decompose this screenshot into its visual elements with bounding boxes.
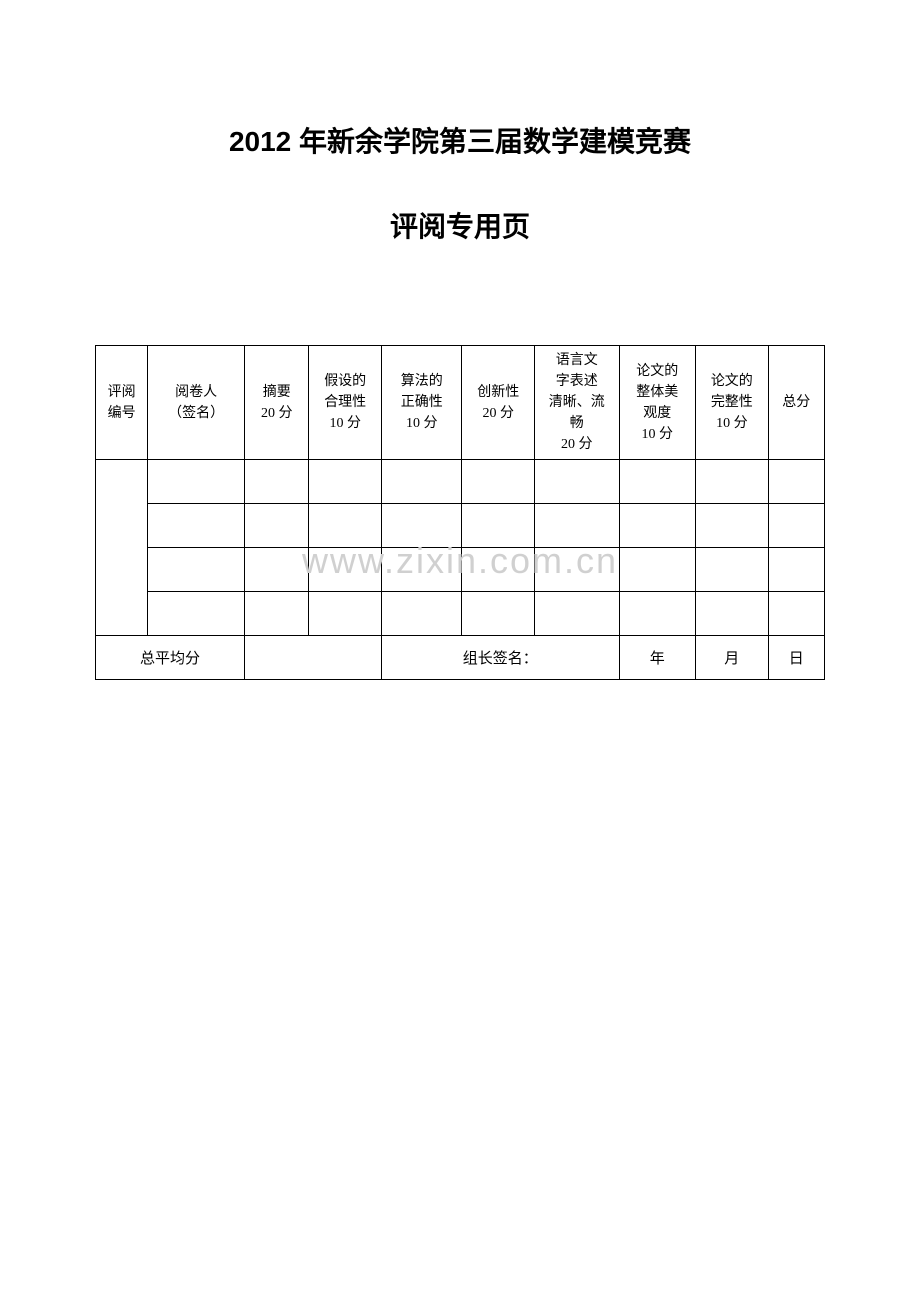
cell — [245, 460, 309, 504]
header-reviewer: 阅卷人（签名） — [148, 346, 245, 460]
cell — [309, 504, 382, 548]
cell — [619, 504, 696, 548]
main-title: 2012 年新余学院第三届数学建模竞赛 — [95, 120, 825, 160]
cell — [245, 504, 309, 548]
cell-review-num — [96, 460, 148, 636]
table-row — [96, 504, 825, 548]
footer-avg-value — [245, 636, 382, 680]
header-clarity: 语言文字表述清晰、流畅20 分 — [534, 346, 619, 460]
cell — [696, 460, 769, 504]
cell — [381, 592, 462, 636]
cell — [534, 592, 619, 636]
cell — [148, 504, 245, 548]
score-table: 评阅编号 阅卷人（签名） 摘要20 分 假设的合理性10 分 算法的正确性10 … — [95, 345, 825, 680]
cell — [148, 592, 245, 636]
footer-year: 年 — [619, 636, 696, 680]
header-review-num: 评阅编号 — [96, 346, 148, 460]
cell — [534, 504, 619, 548]
table-row — [96, 460, 825, 504]
cell — [309, 548, 382, 592]
cell — [768, 548, 824, 592]
sub-title: 评阅专用页 — [95, 205, 825, 245]
cell — [462, 548, 535, 592]
cell — [245, 548, 309, 592]
header-aesthetics: 论文的整体美观度10 分 — [619, 346, 696, 460]
cell — [619, 548, 696, 592]
table-header-row: 评阅编号 阅卷人（签名） 摘要20 分 假设的合理性10 分 算法的正确性10 … — [96, 346, 825, 460]
cell — [696, 504, 769, 548]
header-completeness: 论文的完整性10 分 — [696, 346, 769, 460]
cell — [534, 460, 619, 504]
cell — [619, 460, 696, 504]
cell — [768, 592, 824, 636]
footer-month: 月 — [696, 636, 769, 680]
cell — [462, 592, 535, 636]
cell — [381, 460, 462, 504]
cell — [768, 460, 824, 504]
cell — [381, 548, 462, 592]
cell — [619, 592, 696, 636]
cell — [309, 460, 382, 504]
header-algorithm: 算法的正确性10 分 — [381, 346, 462, 460]
cell — [148, 548, 245, 592]
header-assumption: 假设的合理性10 分 — [309, 346, 382, 460]
header-total: 总分 — [768, 346, 824, 460]
footer-day: 日 — [768, 636, 824, 680]
table-row — [96, 548, 825, 592]
footer-sign-label: 组长签名： — [381, 636, 619, 680]
header-abstract: 摘要20 分 — [245, 346, 309, 460]
cell — [696, 592, 769, 636]
cell — [534, 548, 619, 592]
cell — [768, 504, 824, 548]
footer-avg-label: 总平均分 — [96, 636, 245, 680]
table-row — [96, 592, 825, 636]
cell — [462, 504, 535, 548]
cell — [381, 504, 462, 548]
cell — [462, 460, 535, 504]
cell — [245, 592, 309, 636]
table-footer-row: 总平均分 组长签名： 年 月 日 — [96, 636, 825, 680]
cell — [309, 592, 382, 636]
cell — [148, 460, 245, 504]
cell — [696, 548, 769, 592]
header-innovation: 创新性20 分 — [462, 346, 535, 460]
